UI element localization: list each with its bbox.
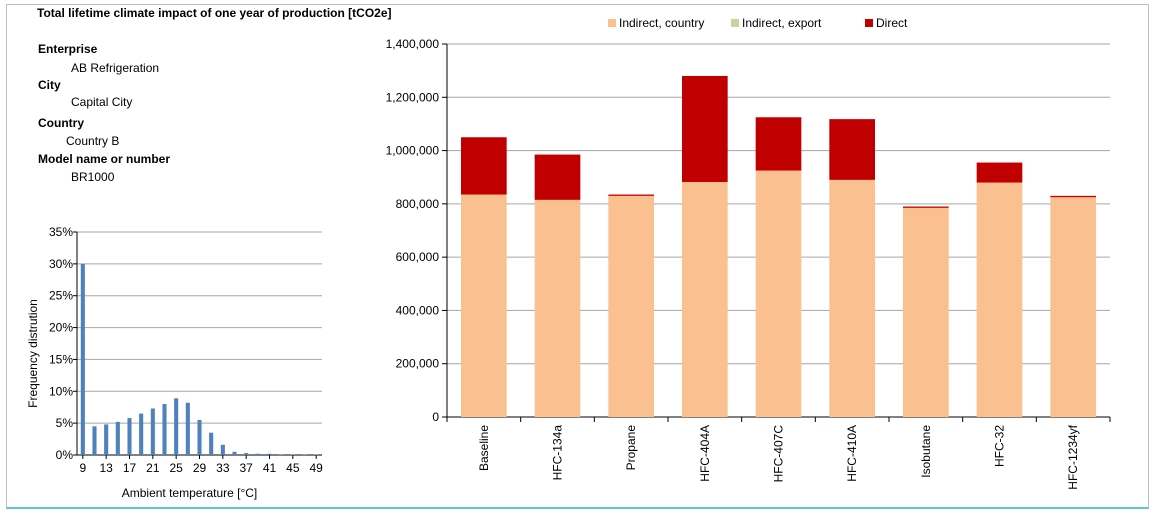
y-tick-label: 200,000: [396, 357, 440, 371]
bar-segment: [976, 162, 1023, 183]
legend-swatch: [608, 19, 616, 27]
hist-bar: [162, 404, 167, 455]
x-tick-label: Isobutane: [919, 425, 933, 478]
bar-segment: [976, 182, 1023, 417]
x-tick-label: HFC-404A: [698, 425, 712, 482]
hist-x-tick-label: 21: [146, 461, 160, 475]
bar-segment: [902, 206, 949, 208]
hist-bar: [314, 454, 319, 455]
city-label: City: [38, 78, 61, 92]
hist-bar: [139, 413, 144, 455]
hist-bar: [279, 454, 284, 455]
country-label: Country: [38, 116, 84, 130]
bar-segment: [608, 195, 655, 417]
bar-segment: [755, 170, 802, 417]
bar-segment: [1050, 197, 1097, 417]
hist-y-axis-label: Frequency distrution: [26, 299, 40, 408]
y-tick-label: 600,000: [396, 250, 440, 264]
hist-y-tick-label: 35%: [49, 225, 73, 239]
model-value: BR1000: [71, 170, 115, 184]
bar-segment: [534, 199, 581, 417]
page-title: Total lifetime climate impact of one yea…: [37, 6, 392, 20]
hist-x-tick-label: 37: [239, 461, 253, 475]
enterprise-label: Enterprise: [38, 42, 98, 56]
bar-segment: [608, 194, 655, 196]
y-tick-label: 800,000: [396, 197, 440, 211]
y-tick-label: 1,000,000: [386, 144, 440, 158]
hist-bar: [115, 421, 120, 455]
hist-bar: [150, 408, 155, 455]
legend-swatch: [731, 19, 739, 27]
x-tick-label: HFC-407C: [772, 425, 786, 483]
x-tick-label: HFC-410A: [845, 425, 859, 482]
hist-y-tick-label: 5%: [56, 416, 74, 430]
hist-y-tick-label: 25%: [49, 289, 73, 303]
x-tick-label: HFC-1234yf: [1066, 424, 1080, 489]
hist-bar: [255, 453, 260, 455]
bar-segment: [681, 75, 728, 183]
hist-bar: [197, 419, 202, 455]
country-value: Country B: [66, 134, 120, 148]
hist-bar: [232, 451, 237, 455]
hist-x-tick-label: 13: [99, 461, 113, 475]
hist-bar: [92, 426, 97, 455]
bar-segment: [1050, 195, 1097, 198]
x-tick-label: HFC-32: [993, 425, 1007, 467]
bar-segment: [755, 117, 802, 171]
enterprise-value: AB Refrigeration: [71, 61, 160, 75]
hist-bar: [244, 453, 249, 455]
hist-x-axis-label: Ambient temperature [°C]: [122, 486, 258, 500]
bar-segment: [460, 194, 507, 417]
hist-y-tick-label: 0%: [56, 448, 74, 462]
y-tick-label: 1,200,000: [386, 90, 440, 104]
x-tick-label: HFC-134a: [551, 425, 565, 481]
hist-bar: [302, 454, 307, 455]
legend-label: Indirect, export: [742, 16, 822, 30]
chart-frame: [6, 4, 1149, 509]
legend-swatch: [865, 19, 873, 27]
hist-y-tick-label: 10%: [49, 384, 73, 398]
bar-segment: [829, 119, 876, 180]
hist-bar: [104, 424, 109, 455]
hist-x-tick-label: 25: [169, 461, 183, 475]
hist-y-tick-label: 30%: [49, 257, 73, 271]
hist-x-tick-label: 33: [216, 461, 230, 475]
hist-bar: [209, 432, 214, 455]
model-label: Model name or number: [38, 152, 171, 166]
hist-bar: [80, 263, 85, 455]
hist-y-tick-label: 15%: [49, 352, 73, 366]
hist-x-tick-label: 41: [263, 461, 277, 475]
hist-bar: [185, 402, 190, 455]
hist-x-tick-label: 29: [193, 461, 207, 475]
y-tick-label: 1,400,000: [386, 37, 440, 51]
hist-bar: [267, 453, 272, 455]
hist-x-tick-label: 9: [79, 461, 86, 475]
x-tick-label: Propane: [624, 425, 638, 471]
hist-x-tick-label: 45: [286, 461, 300, 475]
y-tick-label: 400,000: [396, 303, 440, 317]
hist-bar: [290, 454, 295, 455]
city-value: Capital City: [71, 95, 133, 109]
hist-y-tick-label: 20%: [49, 321, 73, 335]
x-tick-label: Baseline: [477, 425, 491, 471]
bar-segment: [681, 182, 728, 417]
hist-bar: [127, 418, 132, 455]
hist-bar: [174, 398, 179, 455]
bar-segment: [534, 154, 581, 200]
y-tick-label: 0: [432, 410, 439, 424]
hist-x-tick-label: 17: [123, 461, 137, 475]
legend-label: Direct: [876, 16, 908, 30]
hist-bar: [220, 444, 225, 455]
bar-segment: [829, 179, 876, 417]
legend-label: Indirect, country: [619, 16, 704, 30]
bar-segment: [902, 207, 949, 417]
bar-segment: [460, 137, 507, 195]
hist-x-tick-label: 49: [309, 461, 323, 475]
